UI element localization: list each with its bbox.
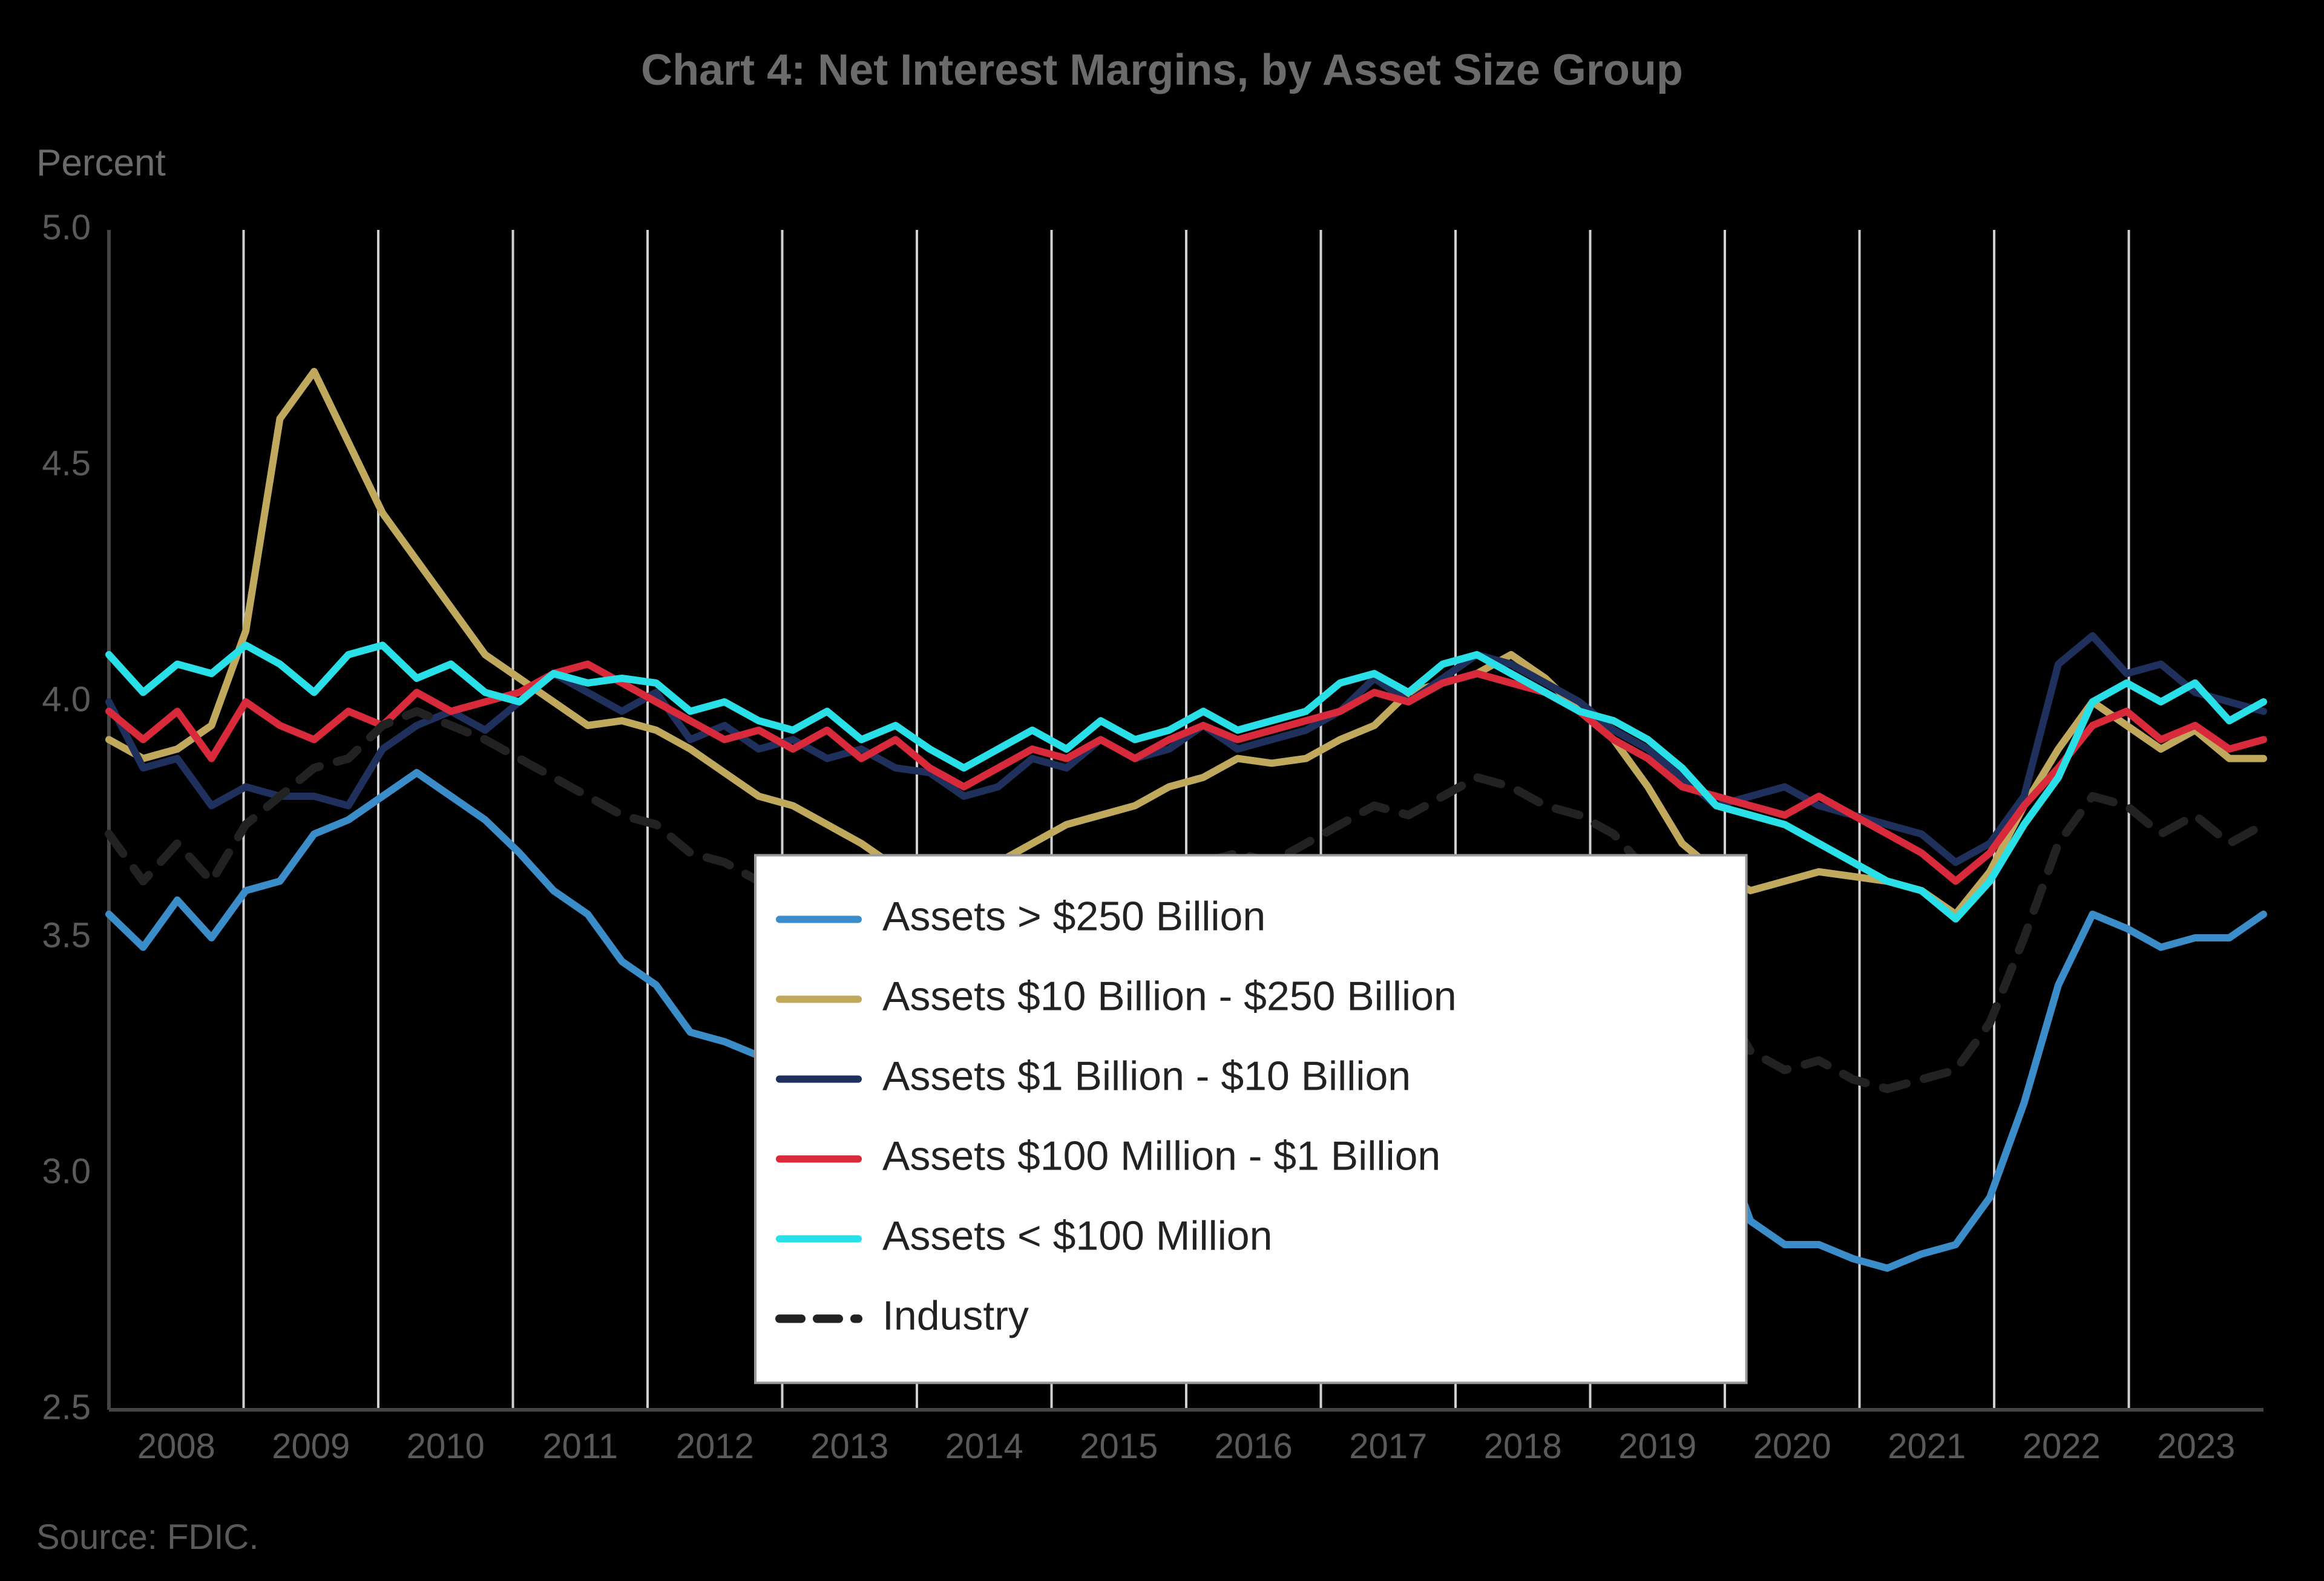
y-axis-unit-label: Percent bbox=[36, 142, 166, 184]
chart-title: Chart 4: Net Interest Margins, by Asset … bbox=[641, 46, 1683, 94]
legend-label: Assets $1 Billion - $10 Billion bbox=[882, 1053, 1411, 1099]
y-tick-label: 4.0 bbox=[42, 679, 91, 719]
chart-container: Chart 4: Net Interest Margins, by Asset … bbox=[0, 0, 2324, 1581]
x-tick-label: 2018 bbox=[1484, 1427, 1562, 1466]
legend-label: Assets < $100 Million bbox=[882, 1213, 1272, 1259]
x-tick-label: 2020 bbox=[1753, 1427, 1831, 1466]
x-tick-label: 2023 bbox=[2157, 1427, 2235, 1466]
y-tick-label: 5.0 bbox=[42, 208, 91, 247]
x-tick-label: 2021 bbox=[1888, 1427, 1966, 1466]
y-tick-label: 2.5 bbox=[42, 1387, 91, 1427]
x-tick-label: 2011 bbox=[542, 1427, 618, 1466]
legend-label: Assets $100 Million - $1 Billion bbox=[882, 1133, 1440, 1179]
x-tick-label: 2022 bbox=[2023, 1427, 2101, 1466]
x-tick-label: 2008 bbox=[137, 1427, 215, 1466]
x-tick-label: 2019 bbox=[1618, 1427, 1696, 1466]
y-tick-label: 4.5 bbox=[42, 444, 91, 483]
x-tick-label: 2010 bbox=[407, 1427, 485, 1466]
legend: Assets > $250 Billion Assets $10 Billion … bbox=[755, 856, 1747, 1383]
chart-svg: Chart 4: Net Interest Margins, by Asset … bbox=[0, 0, 2324, 1581]
x-tick-label: 2014 bbox=[945, 1427, 1023, 1466]
legend-label: Industry bbox=[882, 1292, 1029, 1338]
legend-label: Assets > $250 Billion bbox=[882, 893, 1265, 939]
x-tick-label: 2015 bbox=[1080, 1427, 1158, 1466]
source-label: Source: FDIC. bbox=[36, 1517, 258, 1557]
legend-label: Assets $10 Billion - $250 Billion bbox=[882, 973, 1457, 1019]
x-tick-label: 2009 bbox=[272, 1427, 350, 1466]
x-tick-label: 2013 bbox=[810, 1427, 888, 1466]
x-tick-label: 2016 bbox=[1215, 1427, 1293, 1466]
y-tick-label: 3.5 bbox=[42, 915, 91, 955]
y-tick-label: 3.0 bbox=[42, 1151, 91, 1191]
x-tick-label: 2017 bbox=[1349, 1427, 1427, 1466]
x-tick-label: 2012 bbox=[676, 1427, 754, 1466]
